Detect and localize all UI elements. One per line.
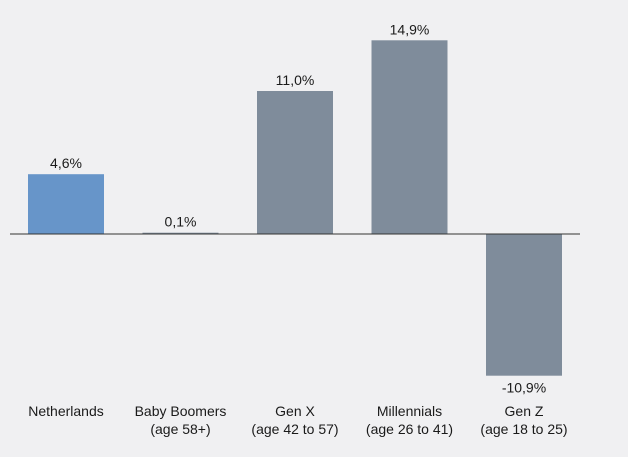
value-label-3: 14,9%	[390, 21, 430, 37]
bars-layer	[28, 40, 562, 376]
category-label-2-line1: (age 42 to 57)	[251, 421, 338, 437]
value-label-4: -10,9%	[502, 380, 546, 396]
category-label-2: Gen X	[275, 403, 315, 419]
bar-0	[28, 174, 104, 234]
category-label-3: Millennials	[377, 403, 442, 419]
bar-4	[486, 234, 562, 376]
category-label-1: Baby Boomers	[135, 403, 227, 419]
category-label-4-line1: (age 18 to 25)	[480, 421, 567, 437]
value-labels-layer: 4,6% 0,1% 11,0% 14,9% -10,9%	[50, 21, 546, 395]
category-label-3-line1: (age 26 to 41)	[366, 421, 453, 437]
value-label-0: 4,6%	[50, 155, 82, 171]
category-label-0: Netherlands	[28, 403, 104, 419]
bar-3	[371, 40, 448, 234]
category-label-1-line1: (age 58+)	[150, 421, 210, 437]
category-labels-layer: Netherlands Baby Boomers (age 58+) Gen X (ag…	[28, 403, 567, 437]
bar-1	[142, 232, 219, 234]
category-label-4: Gen Z	[505, 403, 544, 419]
bar-2	[257, 91, 333, 234]
value-label-2: 11,0%	[276, 72, 315, 88]
value-label-1: 0,1%	[165, 214, 197, 230]
